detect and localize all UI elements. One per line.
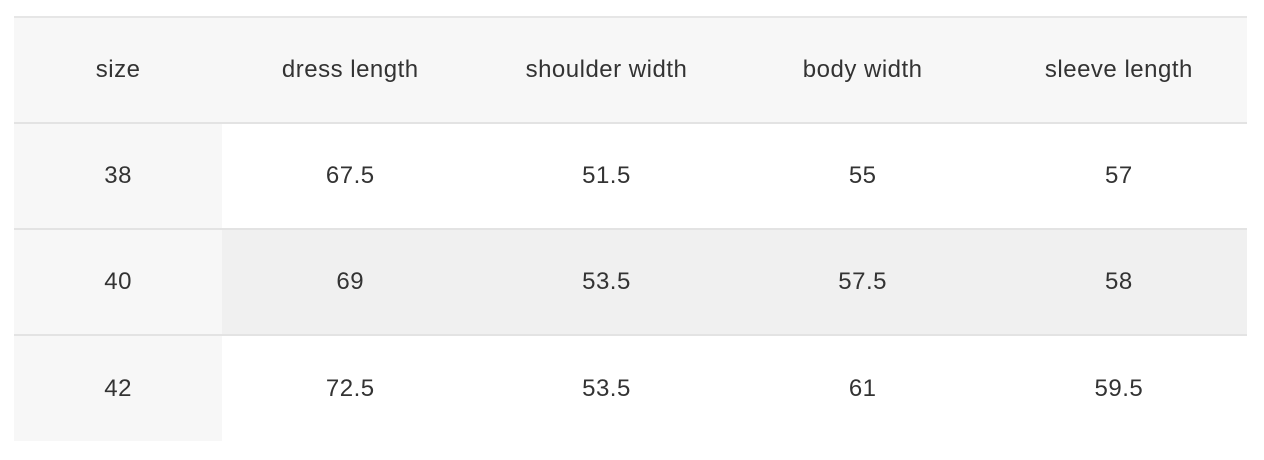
table-row: 38 67.5 51.5 55 57: [14, 123, 1247, 229]
cell-shoulder-width: 53.5: [582, 268, 631, 295]
cell-body-width: 61: [848, 374, 877, 402]
cell-shoulder-width: 53.5: [582, 374, 631, 402]
cell-sleeve-length: 59.5: [1094, 374, 1144, 402]
cell-size: 38: [14, 123, 223, 229]
cell-sleeve-length: 57: [1105, 162, 1133, 189]
cell-size: 40: [14, 229, 223, 335]
header-sleeve-length: sleeve length: [1044, 56, 1193, 83]
cell-shoulder-width: 51.5: [582, 162, 631, 189]
table-row: 42 72.5 53.5 61 59.5: [14, 335, 1247, 441]
cell-sleeve-length: 58: [1105, 268, 1133, 295]
cell-dress-length: 69: [336, 268, 365, 295]
table-row: 40 69 53.5 57.5 58: [14, 229, 1247, 335]
cell-size: 42: [14, 335, 223, 441]
header-dress-length: dress length: [281, 56, 419, 83]
table-header-row: size dress length shoulder width body wi…: [14, 17, 1247, 123]
cell-dress-length: 67.5: [325, 162, 375, 189]
header-shoulder-width: shoulder width: [525, 56, 688, 83]
cell-body-width: 57.5: [838, 268, 888, 295]
header-body-width: body width: [802, 56, 923, 83]
header-size: size: [95, 56, 141, 83]
cell-dress-length: 72.5: [325, 374, 375, 402]
cell-body-width: 55: [848, 162, 877, 189]
size-chart-table: size dress length shoulder width body wi…: [14, 16, 1247, 441]
